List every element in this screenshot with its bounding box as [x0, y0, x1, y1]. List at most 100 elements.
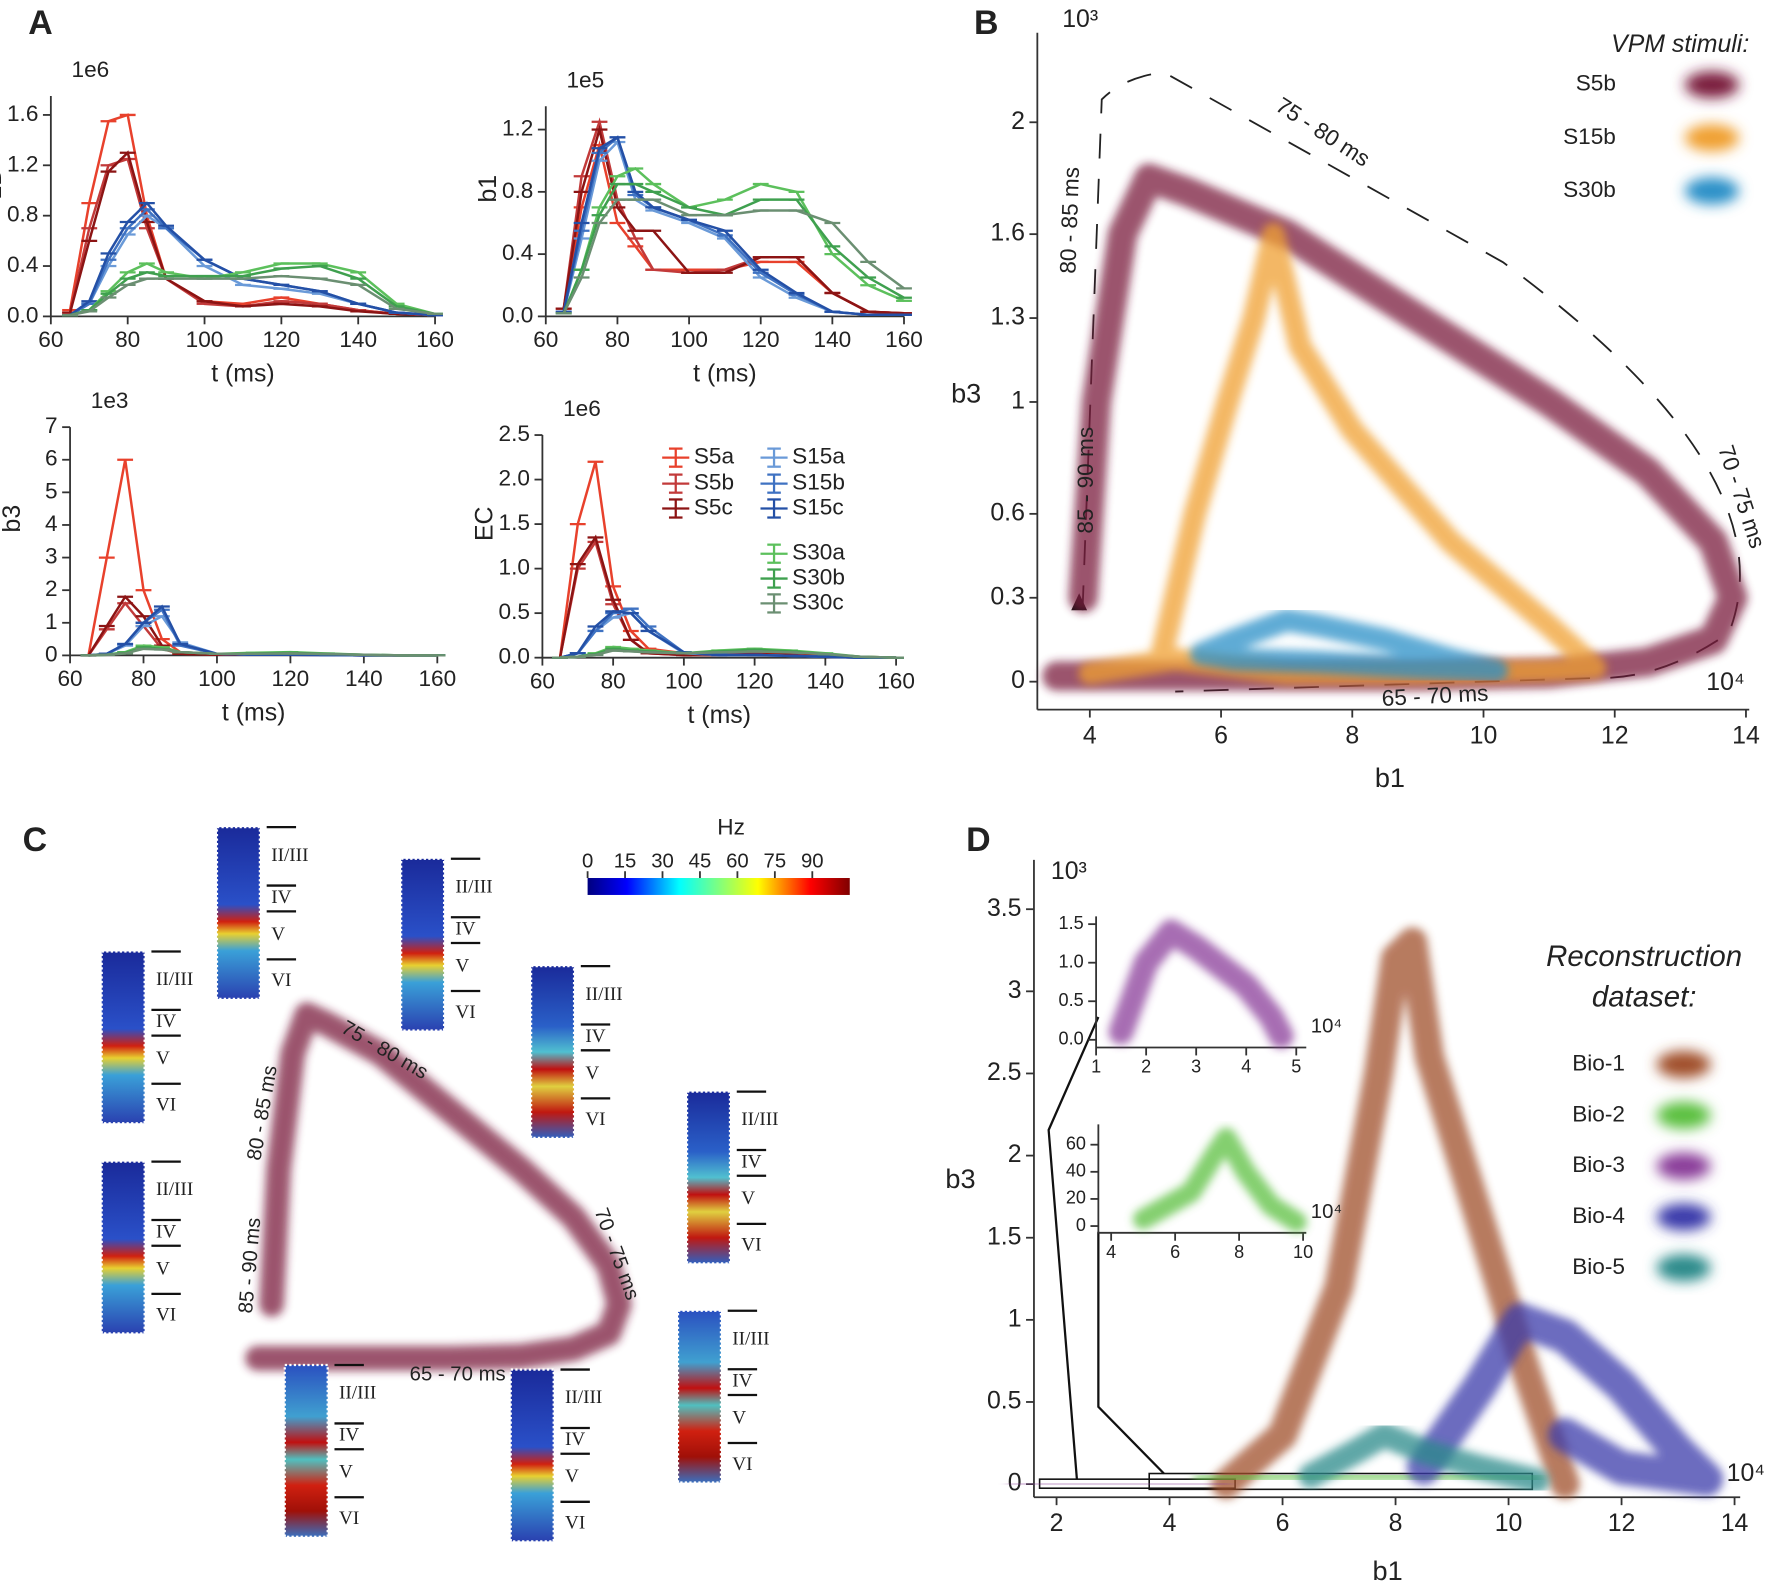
x-tick-label: 12 — [1608, 1509, 1636, 1537]
layer-label: V — [156, 1258, 170, 1279]
y-tick-label: 0.0 — [499, 644, 530, 669]
legend-title: VPM stimuli: — [1611, 30, 1749, 58]
y-axis-label: b3 — [951, 378, 981, 409]
x-tick-label: 60 — [533, 327, 558, 352]
x-multiplier: 10⁴ — [1311, 1201, 1342, 1223]
series-line — [564, 142, 904, 315]
y-tick-label: 60 — [1066, 1133, 1086, 1153]
layer-label: IV — [156, 1011, 176, 1032]
legend-label: Bio-3 — [1572, 1152, 1625, 1177]
time-annotation: 85 - 90 ms — [1073, 427, 1098, 534]
colorbar-tick-label: 90 — [801, 851, 824, 873]
x-tick-label: 14 — [1721, 1509, 1749, 1537]
x-tick-label: 1 — [1091, 1057, 1101, 1077]
y-multiplier: 10³ — [1062, 5, 1098, 33]
y-tick-label: 0 — [1011, 666, 1025, 694]
layer-label: V — [339, 1462, 353, 1483]
x-tick-label: 140 — [807, 668, 845, 693]
x-tick-label: 10 — [1293, 1242, 1313, 1262]
x-tick-label: 4 — [1083, 721, 1097, 749]
layer-label: II/III — [565, 1387, 602, 1408]
panel-label: C — [23, 821, 47, 859]
layer-label: VI — [271, 970, 291, 991]
y-tick-label: 20 — [1066, 1188, 1086, 1208]
time-annotation: 65 - 70 ms — [1381, 680, 1489, 711]
y-multiplier: 10³ — [1051, 857, 1087, 885]
colorbar-tick-label: 60 — [726, 851, 749, 873]
y-tick-label: 0 — [1076, 1215, 1086, 1235]
heatmap — [511, 1370, 554, 1542]
y-tick-label: 3.5 — [987, 894, 1022, 922]
y-tick-label: 1.5 — [1059, 913, 1084, 933]
y-tick-label: 1.0 — [499, 555, 530, 580]
y-axis-label: b3 — [945, 1163, 975, 1194]
x-tick-label: 5 — [1291, 1057, 1301, 1077]
y-tick-label: 1.5 — [499, 510, 530, 535]
y-tick-label: 5 — [45, 478, 58, 503]
time-annotation: 65 - 70 ms — [410, 1364, 506, 1386]
colorbar-tick-label: 0 — [582, 851, 593, 873]
layer-label: II/III — [339, 1383, 376, 1404]
x-tick-label: 80 — [605, 327, 630, 352]
x-tick-label: 14 — [1732, 721, 1760, 749]
layer-label: II/III — [156, 969, 193, 990]
legend-label: S30b — [792, 565, 845, 590]
legend-title: dataset: — [1592, 981, 1697, 1014]
layer-label: II/III — [455, 876, 492, 897]
layer-label: V — [455, 955, 469, 976]
heatmap — [687, 1092, 730, 1264]
y-tick-label: 0.5 — [987, 1387, 1022, 1415]
y-tick-label: 7 — [45, 413, 58, 438]
colorbar — [588, 878, 850, 895]
y-tick-label: 3 — [45, 544, 58, 569]
panel-label: B — [974, 4, 998, 42]
x-tick-label: 3 — [1191, 1057, 1201, 1077]
x-tick-label: 2 — [1050, 1509, 1064, 1537]
x-axis-label: t (ms) — [693, 360, 757, 388]
legend-label: S5b — [694, 470, 734, 495]
layer-label: IV — [455, 918, 475, 939]
panel-label: D — [966, 821, 990, 859]
heatmap — [678, 1311, 721, 1483]
y-tick-label: 2.5 — [499, 421, 530, 446]
x-tick-label: 4 — [1106, 1242, 1116, 1262]
heatmap — [217, 827, 260, 999]
y-tick-label: 1 — [1011, 387, 1025, 415]
x-tick-label: 140 — [339, 327, 377, 352]
colorbar-tick-label: 45 — [689, 851, 712, 873]
y-tick-label: 2 — [1011, 107, 1025, 135]
legend-label: Bio-1 — [1572, 1050, 1625, 1075]
series-line — [564, 122, 904, 313]
legend-label: S5a — [694, 444, 735, 469]
layer-label: VI — [156, 1305, 176, 1326]
layer-label: II/III — [741, 1109, 778, 1130]
heatmap — [531, 966, 574, 1138]
x-tick-label: 8 — [1345, 721, 1359, 749]
zoom-connector — [1098, 1232, 1164, 1474]
x-tick-label: 4 — [1241, 1057, 1251, 1077]
layer-label: II/III — [271, 845, 308, 866]
legend-swatch — [1685, 177, 1739, 204]
x-multiplier: 10⁴ — [1727, 1459, 1765, 1487]
layer-label: IV — [339, 1425, 359, 1446]
layer-label: IV — [585, 1026, 605, 1047]
x-axis-label: t (ms) — [211, 360, 275, 388]
layer-label: II/III — [156, 1179, 193, 1200]
x-tick-label: 160 — [416, 327, 454, 352]
layer-label: VI — [741, 1235, 761, 1256]
legend-title: Reconstruction — [1546, 940, 1742, 973]
layer-label: VI — [732, 1454, 752, 1475]
layer-label: V — [156, 1048, 170, 1069]
y-tick-label: 0.0 — [1059, 1029, 1084, 1049]
y-tick-label: 2 — [45, 576, 58, 601]
x-tick-label: 60 — [38, 327, 63, 352]
layer-label: V — [565, 1466, 579, 1487]
trajectory-band — [1090, 234, 1595, 673]
legend-label: S15a — [792, 444, 845, 469]
x-tick-label: 100 — [670, 327, 708, 352]
legend-swatch — [1685, 124, 1739, 151]
y-tick-label: 6 — [45, 446, 58, 471]
x-tick-label: 4 — [1163, 1509, 1177, 1537]
layer-label: V — [585, 1063, 599, 1084]
